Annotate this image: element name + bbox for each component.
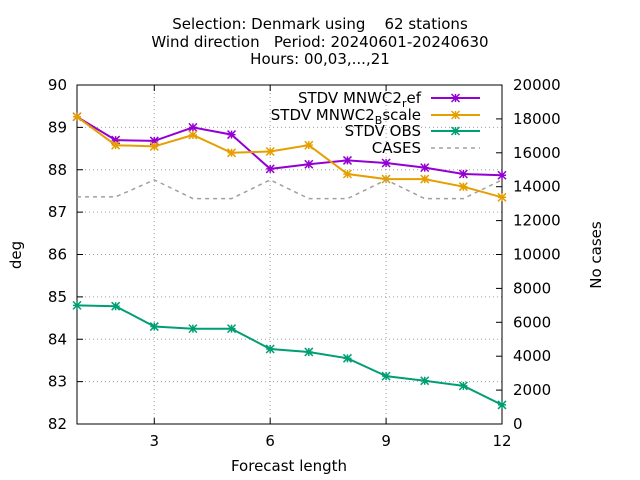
y-tick-label: 85 — [48, 288, 67, 306]
data-point — [420, 174, 430, 184]
series-layer — [72, 112, 507, 410]
x-tick-label: 9 — [381, 432, 391, 450]
y2-tick-label: 4000 — [513, 347, 551, 365]
series-line-1 — [76, 115, 503, 199]
y2-tick-label: 14000 — [513, 178, 561, 196]
data-point — [111, 301, 121, 311]
legend-marker-1 — [450, 110, 461, 120]
data-point — [188, 324, 198, 334]
chart-title-line-1: Selection: Denmark using 62 stations — [172, 15, 468, 33]
data-point — [304, 140, 314, 150]
y-tick-label: 87 — [48, 203, 67, 221]
plot-frame — [76, 84, 503, 425]
y-tick-label: 89 — [48, 118, 67, 136]
grid — [77, 85, 502, 424]
y-axis-label: deg — [7, 241, 25, 269]
data-point — [420, 376, 430, 386]
data-point — [458, 169, 468, 179]
data-point — [342, 353, 352, 363]
axes: 82 83 84 85 86 87 88 89 90 0 2000 4000 6000 8000 10000… — [48, 76, 561, 450]
y-tick-label: 84 — [48, 330, 67, 348]
chart-title-line-2: Wind direction Period: 20240601-20240630 — [151, 33, 489, 51]
data-point — [149, 136, 159, 146]
data-point — [381, 158, 391, 168]
x-tick-label: 3 — [149, 432, 159, 450]
x-axis-label: Forecast length — [231, 457, 347, 475]
data-point — [111, 135, 121, 145]
x-tick-label: 6 — [265, 432, 275, 450]
data-point — [458, 182, 468, 192]
data-point — [111, 140, 121, 150]
x-tick-label: 12 — [492, 432, 511, 450]
y2-tick-label: 10000 — [513, 246, 561, 264]
y-tick-label: 83 — [48, 373, 67, 391]
data-point — [304, 159, 314, 169]
data-point — [149, 141, 159, 151]
legend-label-2: STDV OBS — [345, 122, 421, 140]
data-point — [227, 148, 237, 158]
y2-tick-label: 20000 — [513, 76, 561, 94]
y2-tick-label: 18000 — [513, 110, 561, 128]
data-point — [458, 381, 468, 391]
data-point — [497, 400, 507, 410]
legend-label-3: CASES — [372, 139, 421, 157]
data-point — [497, 170, 507, 180]
data-point — [342, 169, 352, 179]
y-tick-label: 88 — [48, 161, 67, 179]
series-line-2 — [76, 304, 503, 406]
data-point — [420, 163, 430, 173]
legend-marker-2 — [450, 126, 461, 136]
y2-tick-label: 12000 — [513, 212, 561, 230]
data-point — [72, 300, 82, 310]
y2-tick-label: 2000 — [513, 381, 551, 399]
data-point — [188, 130, 198, 140]
data-point — [381, 371, 391, 381]
data-point — [342, 155, 352, 165]
series-line-0 — [76, 115, 503, 177]
y-tick-label: 86 — [48, 246, 67, 264]
legend-label-0: STDV MNWC2ref — [298, 89, 422, 110]
data-point — [497, 192, 507, 202]
legend-marker-0 — [450, 93, 461, 103]
data-point — [188, 122, 198, 132]
data-point — [265, 344, 275, 354]
data-point — [265, 146, 275, 157]
data-point — [227, 130, 237, 140]
y2-tick-label: 16000 — [513, 144, 561, 162]
data-point — [304, 347, 314, 357]
data-point — [149, 322, 159, 332]
data-point — [227, 324, 237, 334]
data-point — [72, 112, 82, 122]
y2-tick-label: 8000 — [513, 279, 551, 297]
data-point — [265, 164, 275, 174]
series-line-3 — [77, 179, 503, 200]
y2-axis-label: No cases — [587, 221, 605, 289]
y2-tick-label: 6000 — [513, 313, 551, 331]
y2-tick-label: 0 — [513, 415, 523, 433]
y-tick-label: 82 — [48, 415, 67, 433]
chart-title-line-3: Hours: 00,03,...,21 — [250, 50, 390, 68]
legend-label-1: STDV MNWC2Bscale — [271, 106, 421, 127]
y-tick-label: 90 — [48, 76, 67, 94]
